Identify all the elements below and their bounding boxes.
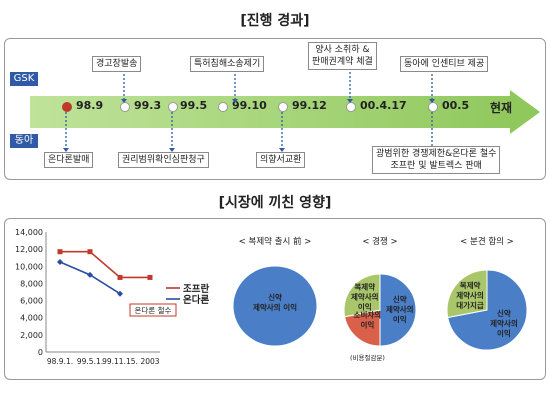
section2-title: [시장에 끼친 영향]	[218, 195, 332, 211]
y-tick-label: 8,000	[20, 279, 43, 288]
event-warning-letter: 경고장발송	[92, 56, 142, 72]
series-line-1	[60, 250, 150, 279]
event-settlement: 양사 소취하 & 판매권계약 체결	[308, 42, 377, 70]
date-3: 99.5	[180, 99, 208, 112]
pie-slice	[446, 269, 488, 319]
x-tick-label: 99.5.1.	[77, 357, 103, 366]
event-withdrawal: 광범위한 경쟁제한&온다론 철수 조프란 및 발트렉스 판매	[372, 146, 501, 174]
x-tick-label: 99.11.15.	[102, 357, 138, 366]
pie-title: < 경쟁 >	[362, 236, 397, 247]
milestone-dot-4	[218, 102, 228, 112]
milestone-dot-2	[120, 102, 130, 112]
pie-label: 신약 제약사의 이익	[490, 308, 518, 338]
section1-title: [진행 경과]	[240, 13, 310, 29]
x-tick-label: 2003	[140, 357, 159, 366]
y-tick-label: 4,000	[20, 314, 43, 323]
series-line-2	[59, 261, 121, 295]
y-tick-label: 10,000	[15, 262, 43, 271]
market-impact-panel	[4, 218, 546, 380]
y-tick-label: 6,000	[20, 297, 43, 306]
y-tick-label: 12,000	[15, 245, 43, 254]
x-tick-label: 98.9.1.	[47, 357, 73, 366]
gsk-label: GSK	[10, 72, 38, 86]
pie-slice	[344, 309, 381, 347]
event-loi-exchange: 의향서교환	[256, 152, 306, 168]
end-label: 현재	[490, 101, 513, 115]
data-point	[87, 249, 93, 255]
date-2: 99.3	[134, 99, 162, 112]
data-point	[117, 274, 123, 280]
pie-title: < 복제약 출시 前 >	[239, 236, 312, 247]
pie-slice	[232, 265, 318, 347]
legend-label: 온다론	[183, 294, 209, 306]
pie-label: 신약 제약사의 이익	[253, 292, 297, 312]
date-5: 99.12	[292, 99, 327, 112]
data-point	[57, 249, 63, 255]
y-tick-label: 0	[38, 348, 43, 357]
date-4: 99.10	[232, 99, 267, 112]
date-1: 98.9	[76, 99, 104, 112]
pie-label: 소비자의 이익	[354, 309, 382, 329]
donga-label: 동아	[10, 134, 38, 148]
event-scope-trial: 권리범위확인심판청구	[118, 152, 209, 168]
event-incentive: 동아에 인센티브 제공	[400, 56, 489, 72]
pie-label: 신약 제약사의 이익	[386, 294, 414, 324]
pie-slice	[343, 273, 381, 318]
event-ondaron-launch: 온다론발매	[44, 152, 94, 168]
date-7: 00.5	[442, 99, 470, 112]
pie-label: 복제약 제약사의 대가지급	[456, 280, 484, 310]
pie-note: (비용절감분)	[350, 353, 385, 362]
timeline-connectors	[63, 70, 435, 152]
data-point	[87, 271, 93, 278]
pie-slice	[379, 273, 417, 347]
milestone-dot-1	[62, 102, 72, 112]
event-patent-suit: 특허침해소송제기	[190, 56, 265, 72]
y-tick-label: 14,000	[15, 228, 43, 237]
milestone-dot-3	[168, 102, 178, 112]
line-chart: 0 2,000 4,000 6,000 8,000 10,000 12,000 14,000 9…	[15, 228, 209, 366]
annotation-label: 온다론 철수	[135, 305, 172, 315]
annotation-box	[129, 303, 177, 317]
y-tick-label: 2,000	[20, 331, 43, 340]
date-6: 00.4.17	[360, 99, 407, 112]
pie-label: 복제약 제약사의 이익	[351, 281, 379, 311]
legend-label: 조프란	[183, 283, 209, 295]
data-point	[57, 259, 63, 265]
data-point	[147, 274, 153, 280]
milestone-dot-5	[278, 102, 288, 112]
pie-title: < 분견 합의 >	[460, 236, 514, 247]
data-point	[117, 290, 123, 297]
milestone-dot-7	[428, 102, 438, 112]
timeline-panel	[4, 38, 546, 180]
timeline-arrow	[30, 90, 540, 134]
milestone-dot-6	[346, 102, 356, 112]
